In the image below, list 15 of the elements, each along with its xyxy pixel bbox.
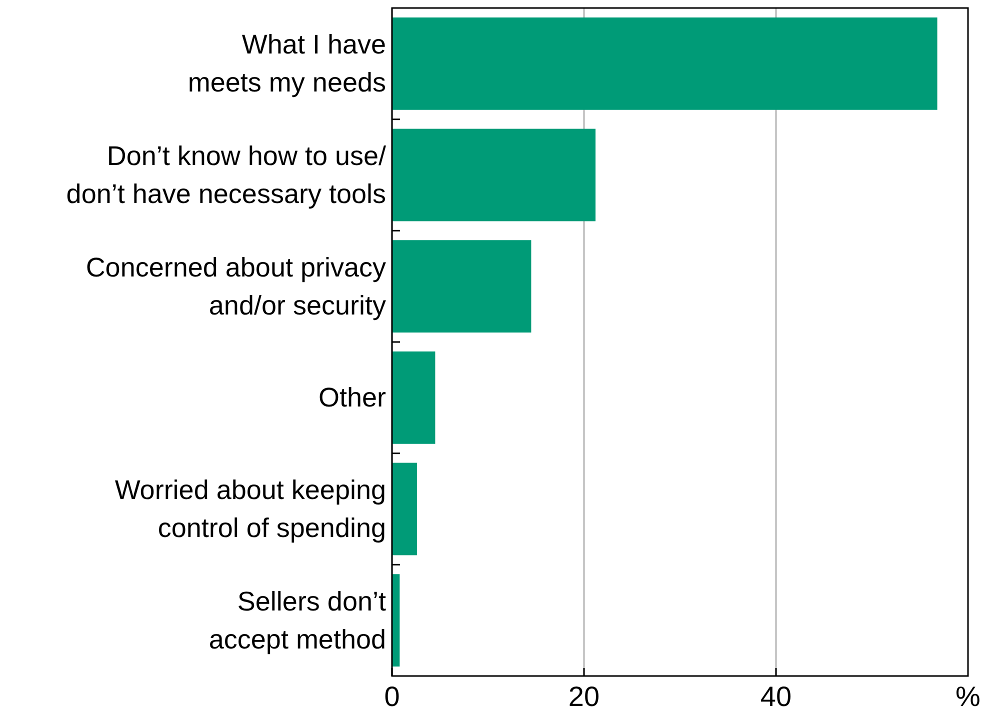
x-tick-label: 0 <box>384 681 400 712</box>
bar <box>392 351 436 444</box>
x-tick-label: 20 <box>568 681 600 712</box>
x-axis-title: % <box>956 681 980 712</box>
bar <box>392 17 938 110</box>
bar <box>392 462 417 556</box>
y-tick-label: What I have meets my needs <box>188 30 386 98</box>
y-tick-label: Concerned about privacy and/or security <box>86 252 386 320</box>
y-tick-label: Sellers don’t accept method <box>208 586 386 654</box>
bar <box>392 128 596 222</box>
x-tick-label: 40 <box>760 681 792 712</box>
y-tick-label: Worried about keeping control of spending <box>114 475 386 543</box>
bar <box>392 240 532 333</box>
y-tick-label: Other <box>318 382 386 413</box>
y-tick-label: Don’t know how to use/ don’t have necessary tools <box>66 141 386 209</box>
